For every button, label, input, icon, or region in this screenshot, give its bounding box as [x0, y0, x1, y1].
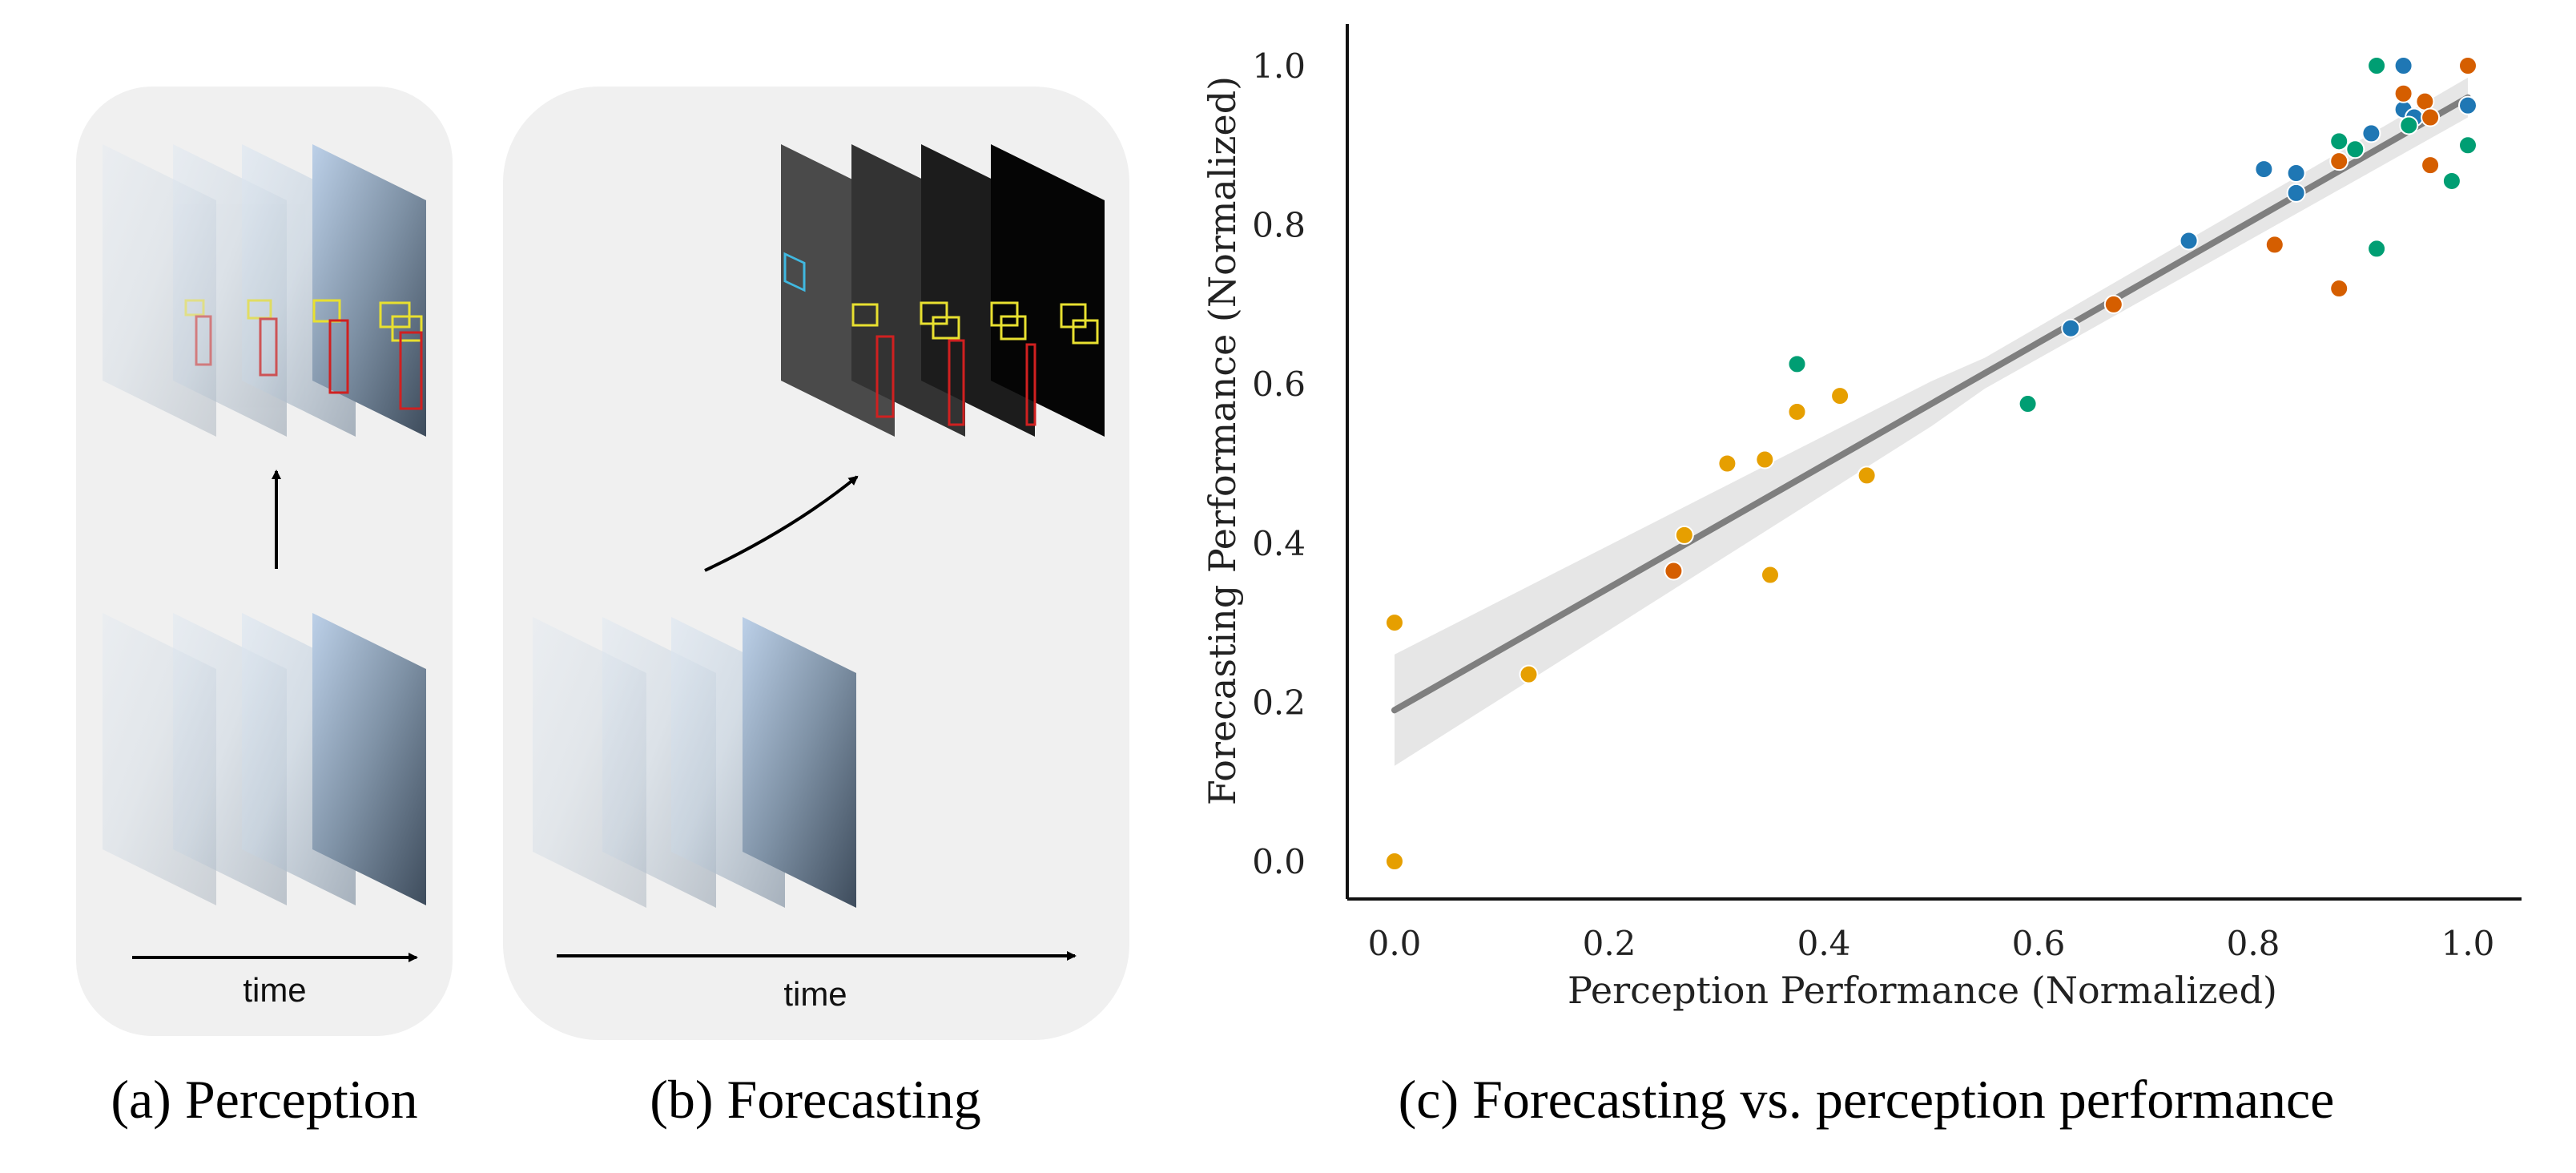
data-point-orange [2421, 107, 2441, 127]
data-point-green [2441, 171, 2461, 191]
data-point-green [1787, 354, 1807, 374]
data-point-blue [2254, 159, 2274, 179]
data-point-orange [2329, 279, 2349, 299]
x-tick-label: 0.0 [1368, 924, 1422, 963]
data-point-yellow [1755, 449, 1775, 470]
data-point-green [2399, 115, 2419, 135]
x-axis-label: Perception Performance (Normalized) [1568, 969, 2277, 1012]
y-tick-label: 1.0 [1252, 46, 1306, 86]
forecasting-curved-arrow [704, 475, 859, 572]
perception-panel: time [76, 87, 453, 1036]
perception-output-frames [103, 144, 426, 437]
y-tick-label: 0.8 [1252, 206, 1306, 245]
input-frame [312, 613, 426, 905]
data-point-orange [2421, 155, 2441, 175]
data-point-blue [2393, 56, 2413, 75]
data-point-yellow [1674, 525, 1694, 545]
data-point-yellow [1830, 386, 1850, 406]
data-point-blue [2061, 318, 2081, 338]
data-point-yellow [1519, 664, 1539, 684]
regression-line [1391, 94, 2471, 714]
confidence-band [1395, 77, 2468, 766]
data-point-orange [2103, 294, 2123, 314]
data-point-yellow [1385, 613, 1404, 633]
forecasting-input-frames [533, 617, 856, 908]
x-tick-label: 0.4 [1797, 924, 1851, 963]
perception-time-label: time [243, 971, 306, 1009]
data-point-yellow [1857, 466, 1877, 486]
data-point-orange [2264, 235, 2284, 255]
data-point-yellow [1787, 401, 1807, 421]
scatter-caption: (c) Forecasting vs. perception performan… [1399, 1069, 2335, 1130]
data-point-blue [2179, 231, 2199, 251]
perception-input-frames [103, 613, 426, 905]
y-tick-label: 0.0 [1252, 842, 1306, 881]
forecasting-caption: (b) Forecasting [650, 1069, 981, 1130]
data-point-green [2367, 56, 2387, 75]
y-tick-label: 0.6 [1252, 365, 1306, 404]
y-axis-label: Forecasting Performance (Normalized) [1201, 76, 1244, 805]
x-tick-label: 0.8 [2227, 924, 2280, 963]
data-point-orange [2329, 151, 2349, 171]
forecast-frame [990, 144, 1105, 437]
data-point-yellow [1761, 565, 1780, 585]
data-point-blue [2286, 163, 2306, 183]
data-point-green [2345, 139, 2365, 159]
data-point-orange [2458, 56, 2477, 75]
data-point-green [2018, 394, 2038, 414]
data-point-orange [2415, 91, 2435, 111]
y-tick-label: 0.2 [1252, 683, 1306, 722]
data-point-orange [1664, 561, 1684, 581]
forecasting-time-label: time [783, 975, 847, 1013]
data-point-green [2367, 239, 2387, 259]
data-point-orange [2393, 83, 2413, 103]
data-point-blue [2286, 183, 2306, 203]
data-point-blue [2361, 123, 2381, 143]
perception-caption: (a) Perception [111, 1069, 417, 1130]
x-tick-label: 0.6 [2012, 924, 2066, 963]
y-tick-labels: 0.0 0.2 0.4 0.6 0.8 1.0 [1252, 46, 1306, 881]
scatter-chart: 0.0 0.2 0.4 0.6 0.8 1.0 0.0 0.2 0.4 0.6 0.8 1.0 Pe… [1201, 24, 2522, 1012]
y-tick-label: 0.4 [1252, 524, 1306, 563]
x-tick-labels: 0.0 0.2 0.4 0.6 0.8 1.0 [1368, 924, 2495, 963]
forecasting-panel: time [503, 87, 1129, 1040]
output-frame [312, 144, 426, 437]
data-point-green [2458, 135, 2477, 155]
data-point-blue [2458, 95, 2477, 115]
scatter-points [1385, 56, 2477, 871]
data-point-yellow [1717, 453, 1737, 474]
data-point-yellow [1385, 852, 1404, 871]
input-frame [743, 617, 856, 908]
data-point-green [2329, 131, 2349, 151]
x-tick-label: 0.2 [1583, 924, 1636, 963]
x-tick-label: 1.0 [2441, 924, 2495, 963]
forecasting-output-frames [781, 144, 1105, 437]
